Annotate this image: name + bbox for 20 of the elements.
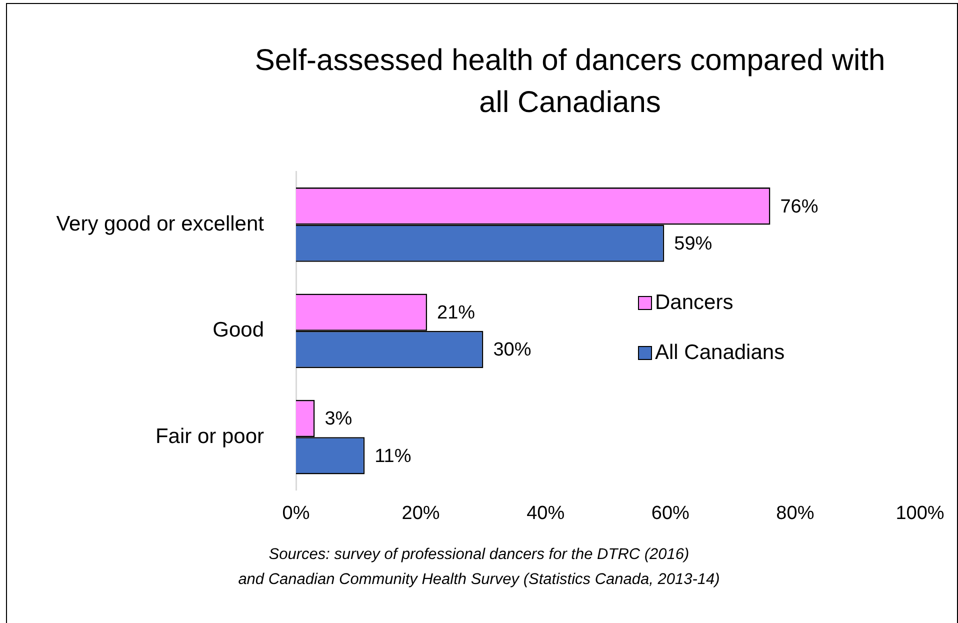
- x-tick-label: 80%: [776, 502, 814, 524]
- legend-label: Dancers: [655, 291, 734, 315]
- data-label: 11%: [374, 446, 412, 467]
- chart-title: Self-assessed health of dancers compared with all Canadians: [254, 43, 886, 121]
- data-label: 30%: [493, 340, 532, 361]
- y-tick-label: Good: [212, 318, 264, 342]
- data-label: 76%: [780, 196, 818, 218]
- x-tick-label: 0%: [282, 502, 310, 524]
- data-label: 3%: [324, 408, 352, 430]
- y-tick-label: Very good or excellent: [56, 212, 264, 236]
- legend-label: All Canadians: [655, 341, 785, 365]
- x-tick-label: 100%: [896, 502, 944, 524]
- x-tick-label: 60%: [651, 502, 690, 524]
- x-tick-label: 40%: [526, 502, 565, 524]
- source-note: Sources: survey of professional dancers for the DTRC (2016): [268, 545, 690, 565]
- data-label: 59%: [674, 234, 712, 255]
- x-tick-label: 20%: [402, 502, 440, 524]
- data-label: 21%: [437, 302, 476, 324]
- text: and Canadian Community Health Survey (Statistics Canada, 2013-14): [237, 570, 721, 590]
- y-tick-label: Fair or poor: [155, 424, 264, 448]
